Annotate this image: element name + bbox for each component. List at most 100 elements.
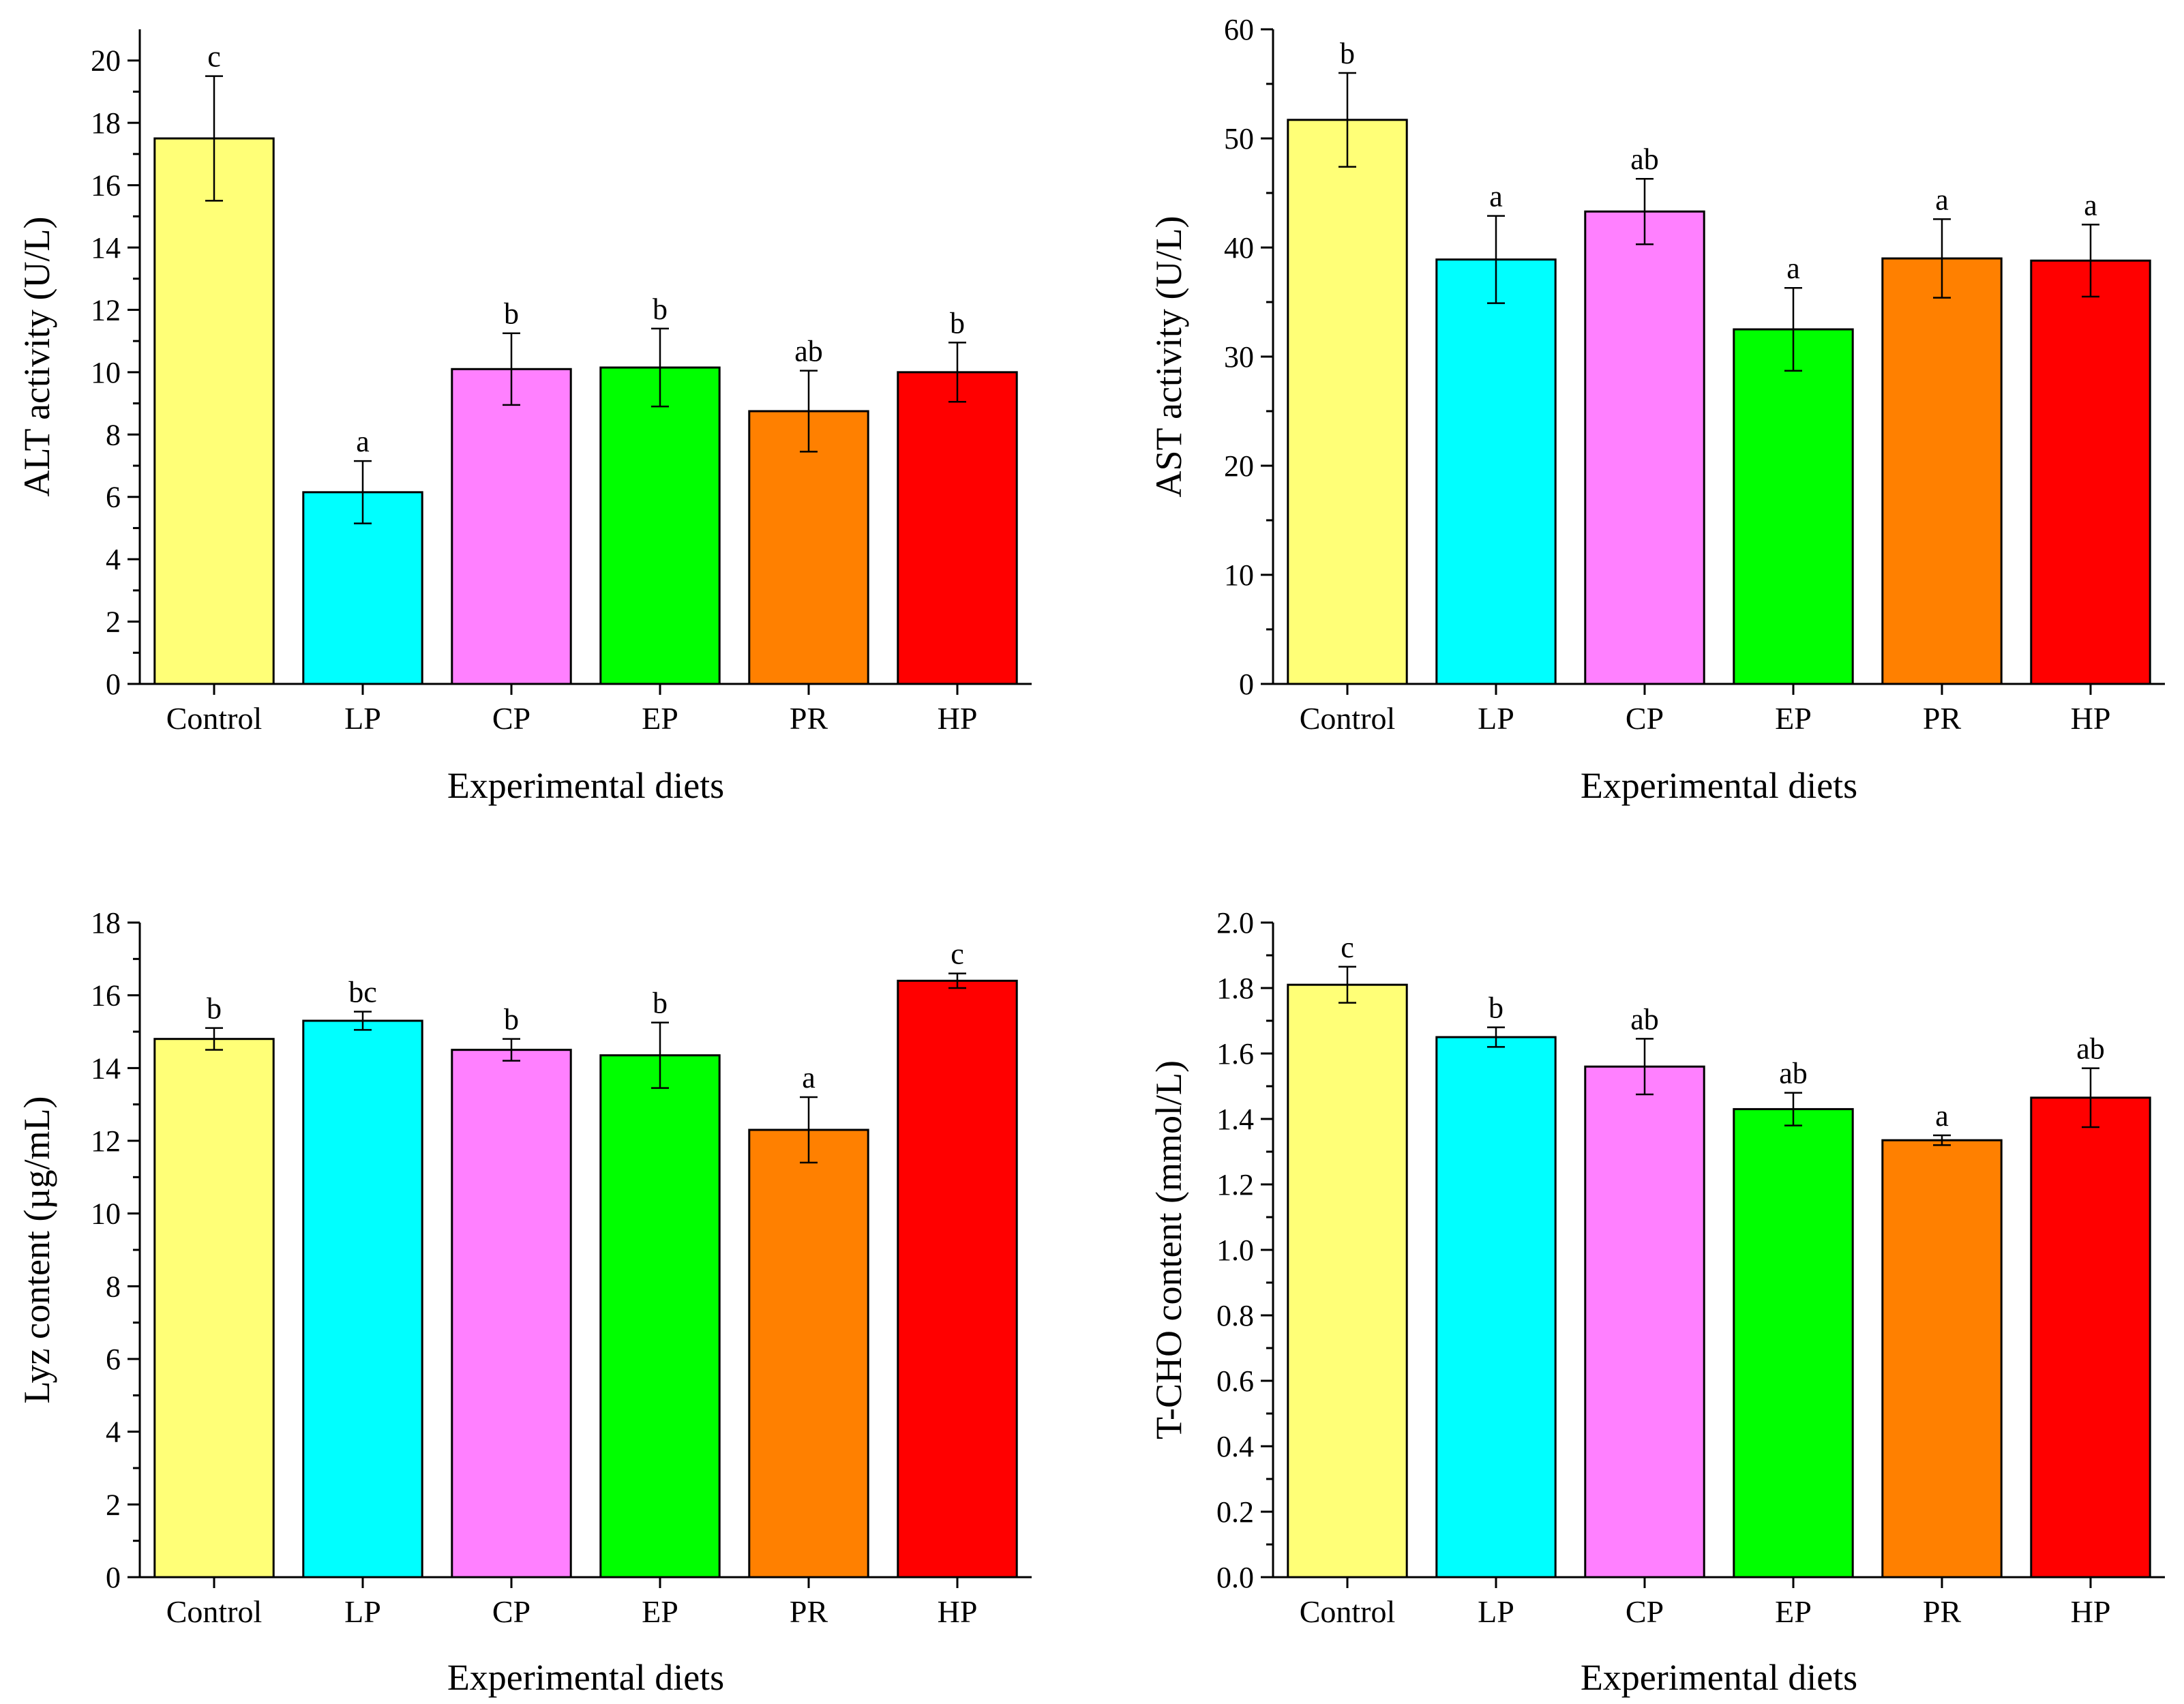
- x-tick-label: LP: [1478, 1594, 1514, 1629]
- x-tick-label: CP: [492, 1594, 530, 1629]
- y-tick-label: 1.2: [1216, 1168, 1254, 1201]
- chart-panel-bottom-right: 0.0 0.2 0.4 0.6 0.8 1.0 1.2 1.4 1.6 1.8 2.0 Control…: [1148, 906, 2165, 1698]
- y-tick-label: 6: [106, 481, 121, 514]
- chart-panel-top-right: 0 10 20 30 40 50 60 Control b LP a CP ab EP a PR a HP a Exp…: [1148, 13, 2165, 806]
- y-tick-label: 16: [91, 979, 121, 1013]
- bar-cp: [451, 1049, 572, 1579]
- y-tick-label: 18: [91, 906, 121, 940]
- x-tick-label: Control: [166, 701, 263, 736]
- significance-label: c: [1341, 931, 1354, 964]
- y-tick-label: 0: [106, 1561, 121, 1594]
- y-tick-label: 12: [91, 1124, 121, 1158]
- significance-label: ab: [2076, 1032, 2105, 1066]
- y-tick-label: 50: [1224, 122, 1254, 155]
- x-axis-title: Experimental diets: [1581, 1657, 1857, 1698]
- x-tick-label: HP: [2071, 1594, 2111, 1629]
- significance-label: ab: [1779, 1057, 1808, 1090]
- y-tick-label: 20: [91, 44, 121, 78]
- significance-label: ab: [794, 335, 823, 368]
- bar-lp: [1435, 1036, 1557, 1579]
- bar-lp: [1435, 258, 1557, 685]
- y-tick-label: 14: [91, 1051, 121, 1085]
- y-tick-label: 0.8: [1216, 1299, 1254, 1332]
- bar-ep: [599, 1054, 721, 1579]
- x-tick-label: EP: [642, 1594, 678, 1629]
- x-tick-label: EP: [642, 701, 678, 736]
- x-axis-title: Experimental diets: [1581, 765, 1857, 806]
- y-tick-label: 14: [91, 231, 121, 265]
- significance-label: b: [950, 306, 965, 340]
- x-tick-label: HP: [938, 701, 978, 736]
- bar-pr: [1881, 257, 2003, 685]
- bar-control: [153, 137, 275, 685]
- significance-label: b: [653, 293, 668, 326]
- x-tick-label: CP: [492, 701, 530, 736]
- y-tick-label: 16: [91, 169, 121, 203]
- bar-cp: [1584, 1065, 1705, 1579]
- significance-label: a: [1935, 1099, 1949, 1133]
- x-tick-label: PR: [790, 701, 828, 736]
- bar-hp: [897, 979, 1018, 1579]
- x-axis-title: Experimental diets: [447, 765, 724, 806]
- y-tick-label: 0: [106, 668, 121, 701]
- significance-label: a: [802, 1061, 816, 1094]
- y-tick-label: 20: [1224, 449, 1254, 483]
- x-tick-label: EP: [1775, 1594, 1812, 1629]
- y-tick-label: 4: [106, 543, 121, 576]
- y-tick-label: 60: [1224, 13, 1254, 46]
- bar-cp: [1584, 210, 1705, 685]
- y-tick-label: 0.2: [1216, 1495, 1254, 1529]
- x-tick-label: PR: [1923, 701, 1962, 736]
- significance-label: b: [504, 1003, 519, 1036]
- y-tick-label: 40: [1224, 231, 1254, 265]
- y-tick-label: 0.6: [1216, 1364, 1254, 1398]
- y-axis-title: AST activity (U/L): [1148, 216, 1189, 498]
- significance-label: ab: [1630, 143, 1659, 176]
- y-tick-label: 10: [91, 356, 121, 389]
- significance-label: a: [2084, 188, 2097, 222]
- y-tick-label: 4: [106, 1416, 121, 1449]
- y-tick-label: 8: [106, 418, 121, 451]
- bar-ep: [1733, 328, 1854, 685]
- bar-hp: [2030, 1096, 2151, 1579]
- y-tick-label: 0: [1239, 668, 1254, 701]
- significance-label: b: [207, 992, 222, 1026]
- bar-hp: [897, 371, 1018, 685]
- x-tick-label: EP: [1775, 701, 1812, 736]
- significance-label: bc: [348, 976, 377, 1009]
- significance-label: a: [356, 425, 370, 458]
- x-tick-label: PR: [790, 1594, 828, 1629]
- significance-label: c: [951, 938, 964, 971]
- x-tick-label: Control: [166, 1594, 263, 1629]
- significance-label: b: [504, 297, 519, 331]
- bar-pr: [748, 410, 869, 685]
- x-tick-label: Control: [1300, 701, 1396, 736]
- y-tick-label: 12: [91, 293, 121, 327]
- bar-control: [1287, 119, 1408, 685]
- y-tick-label: 10: [1224, 558, 1254, 592]
- significance-label: a: [1489, 180, 1503, 213]
- significance-label: b: [1489, 991, 1504, 1025]
- bar-control: [1287, 983, 1408, 1579]
- x-tick-label: LP: [344, 701, 381, 736]
- y-tick-label: 1.8: [1216, 972, 1254, 1005]
- bar-ep: [599, 366, 721, 685]
- x-axis-title: Experimental diets: [447, 1657, 724, 1698]
- x-tick-label: Control: [1300, 1594, 1396, 1629]
- y-tick-label: 2.0: [1216, 906, 1254, 940]
- significance-label: ab: [1630, 1002, 1659, 1036]
- y-tick-label: 18: [91, 106, 121, 140]
- chart-panel-top-left: 0 2 4 6 8 10 12 14 16 18 20 Control c LP a CP b EP b PR ab HP…: [16, 29, 1032, 806]
- x-tick-label: CP: [1626, 1594, 1664, 1629]
- y-axis-title: ALT activity (U/L): [16, 217, 57, 497]
- x-tick-label: HP: [938, 1594, 978, 1629]
- y-tick-label: 8: [106, 1270, 121, 1303]
- y-axis-title: T-CHO content (mmol/L): [1148, 1060, 1189, 1439]
- bar-control: [153, 1038, 275, 1579]
- y-tick-label: 2: [106, 606, 121, 639]
- y-axis-title: Lyz content (µg/mL): [16, 1096, 57, 1404]
- bar-ep: [1733, 1108, 1854, 1579]
- y-tick-label: 2: [106, 1488, 121, 1521]
- y-tick-label: 0.0: [1216, 1561, 1254, 1594]
